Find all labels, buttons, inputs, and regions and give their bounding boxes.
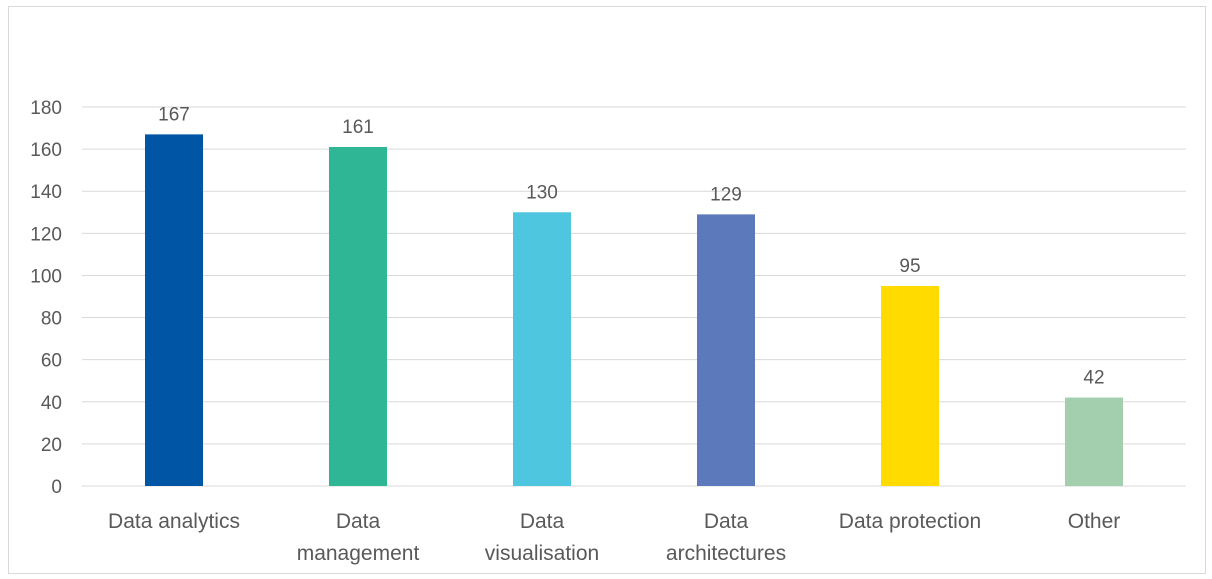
y-tick-label: 140 bbox=[30, 182, 62, 203]
x-category-label: visualisation bbox=[485, 542, 599, 565]
bar[interactable] bbox=[1065, 397, 1123, 486]
x-category-label: Data bbox=[336, 510, 381, 533]
x-category-label: Data bbox=[704, 510, 749, 533]
x-category-label: Other bbox=[1068, 510, 1121, 533]
data-label: 167 bbox=[158, 104, 190, 125]
y-tick-label: 20 bbox=[41, 435, 62, 456]
x-category-label: Data analytics bbox=[108, 510, 240, 533]
data-label: 95 bbox=[899, 256, 920, 277]
y-tick-label: 40 bbox=[41, 393, 62, 414]
chart-frame bbox=[8, 6, 1206, 574]
bar[interactable] bbox=[145, 134, 203, 486]
data-label: 130 bbox=[526, 182, 558, 203]
data-label: 42 bbox=[1083, 368, 1104, 389]
y-tick-label: 80 bbox=[41, 309, 62, 330]
y-tick-label: 0 bbox=[51, 477, 62, 498]
x-category-label: Data bbox=[520, 510, 565, 533]
y-tick-label: 100 bbox=[30, 266, 62, 287]
y-tick-label: 180 bbox=[30, 98, 62, 119]
bar[interactable] bbox=[881, 285, 939, 486]
bar[interactable] bbox=[513, 212, 571, 486]
y-tick-label: 120 bbox=[30, 224, 62, 245]
data-label: 129 bbox=[710, 184, 742, 205]
x-category-label: Data protection bbox=[839, 510, 981, 533]
x-category-label: architectures bbox=[666, 542, 786, 565]
data-label: 161 bbox=[342, 117, 374, 138]
x-category-label: management bbox=[297, 542, 420, 565]
y-tick-label: 60 bbox=[41, 351, 62, 372]
y-tick-label: 160 bbox=[30, 140, 62, 161]
bar[interactable] bbox=[329, 147, 387, 486]
bar[interactable] bbox=[697, 214, 755, 486]
